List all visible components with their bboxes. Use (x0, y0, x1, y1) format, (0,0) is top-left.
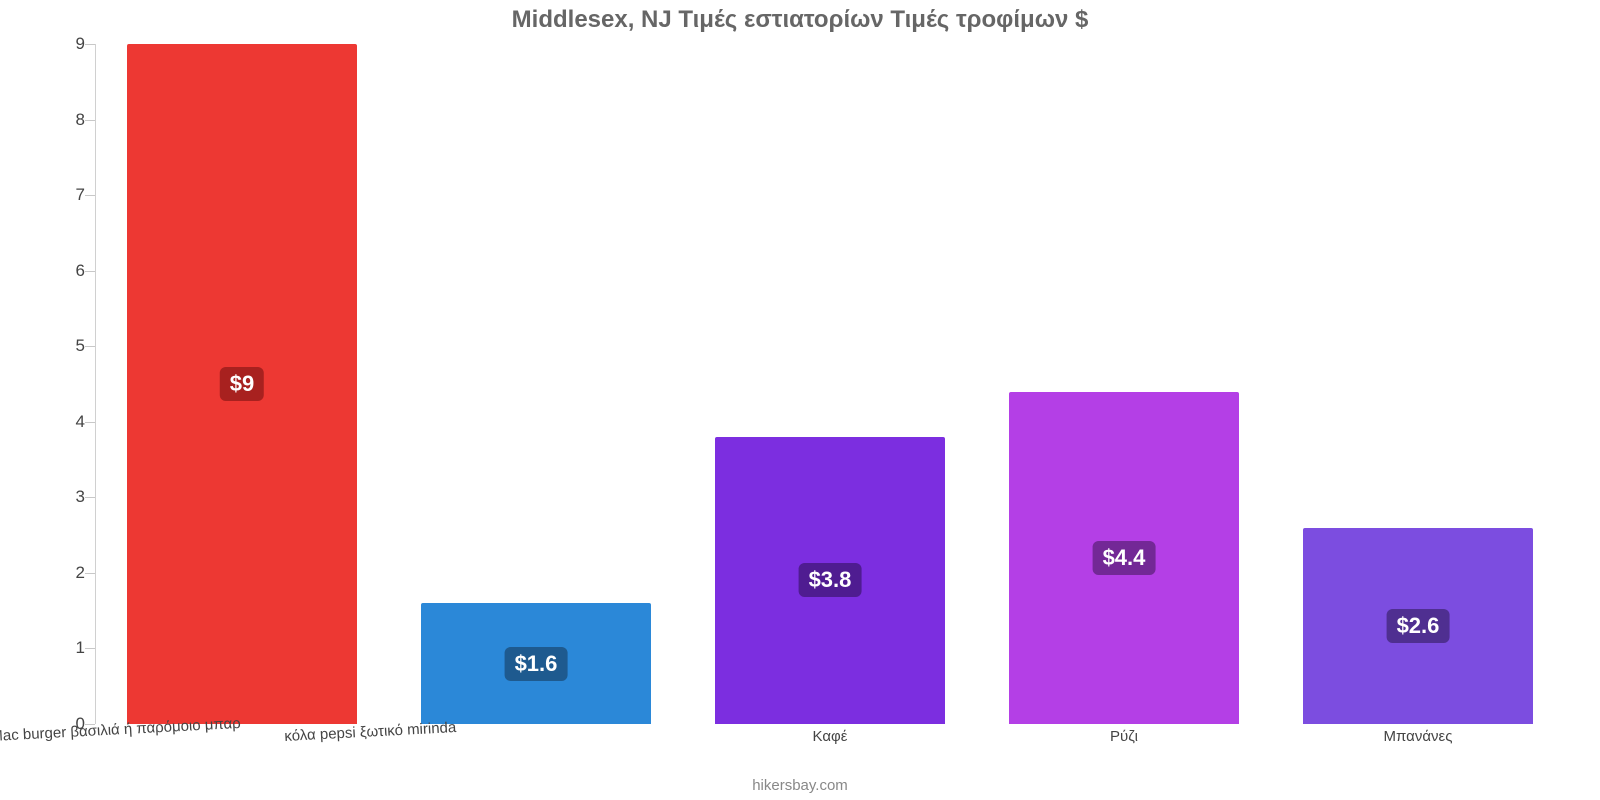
chart-plot-area: 0123456789$9$1.6$3.8$4.4$2.6 (95, 44, 1565, 724)
x-axis-label: Καφέ (813, 728, 848, 745)
y-tick (85, 497, 95, 498)
bar-value-label: $3.8 (799, 563, 862, 597)
footer-credit: hikersbay.com (0, 777, 1600, 794)
bar: $4.4 (1009, 392, 1238, 724)
bar: $2.6 (1303, 528, 1532, 724)
plot: 0123456789$9$1.6$3.8$4.4$2.6 (95, 44, 1565, 724)
y-tick-label: 3 (45, 487, 85, 507)
y-tick (85, 271, 95, 272)
y-tick-label: 1 (45, 638, 85, 658)
bar-value-label: $9 (220, 367, 264, 401)
bar: $3.8 (715, 437, 944, 724)
y-tick-label: 6 (45, 261, 85, 281)
y-tick-label: 2 (45, 563, 85, 583)
y-tick (85, 346, 95, 347)
bar-value-label: $2.6 (1387, 609, 1450, 643)
y-tick (85, 44, 95, 45)
y-tick (85, 422, 95, 423)
y-tick-label: 7 (45, 185, 85, 205)
x-axis-label: Ρύζι (1110, 728, 1138, 745)
y-tick (85, 648, 95, 649)
y-tick (85, 120, 95, 121)
bar-value-label: $4.4 (1093, 541, 1156, 575)
y-tick (85, 573, 95, 574)
chart-title: Middlesex, NJ Τιμές εστιατορίων Τιμές τρ… (0, 0, 1600, 38)
bar-value-label: $1.6 (505, 647, 568, 681)
y-tick-label: 8 (45, 110, 85, 130)
bar: $1.6 (421, 603, 650, 724)
y-tick-label: 9 (45, 34, 85, 54)
bar: $9 (127, 44, 356, 724)
x-axis-labels: Mac burger βασιλιά ή παρόμοιο μπαρκόλα p… (95, 728, 1565, 768)
y-tick-label: 4 (45, 412, 85, 432)
x-axis-label: Μπανάνες (1384, 728, 1453, 745)
y-tick-label: 5 (45, 336, 85, 356)
y-tick (85, 195, 95, 196)
